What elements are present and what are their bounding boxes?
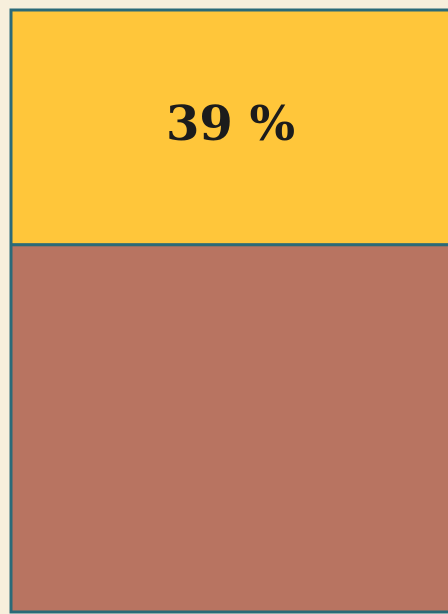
- value-label: 39 %: [166, 96, 295, 152]
- block: [9, 8, 448, 247]
- block: [9, 243, 448, 614]
